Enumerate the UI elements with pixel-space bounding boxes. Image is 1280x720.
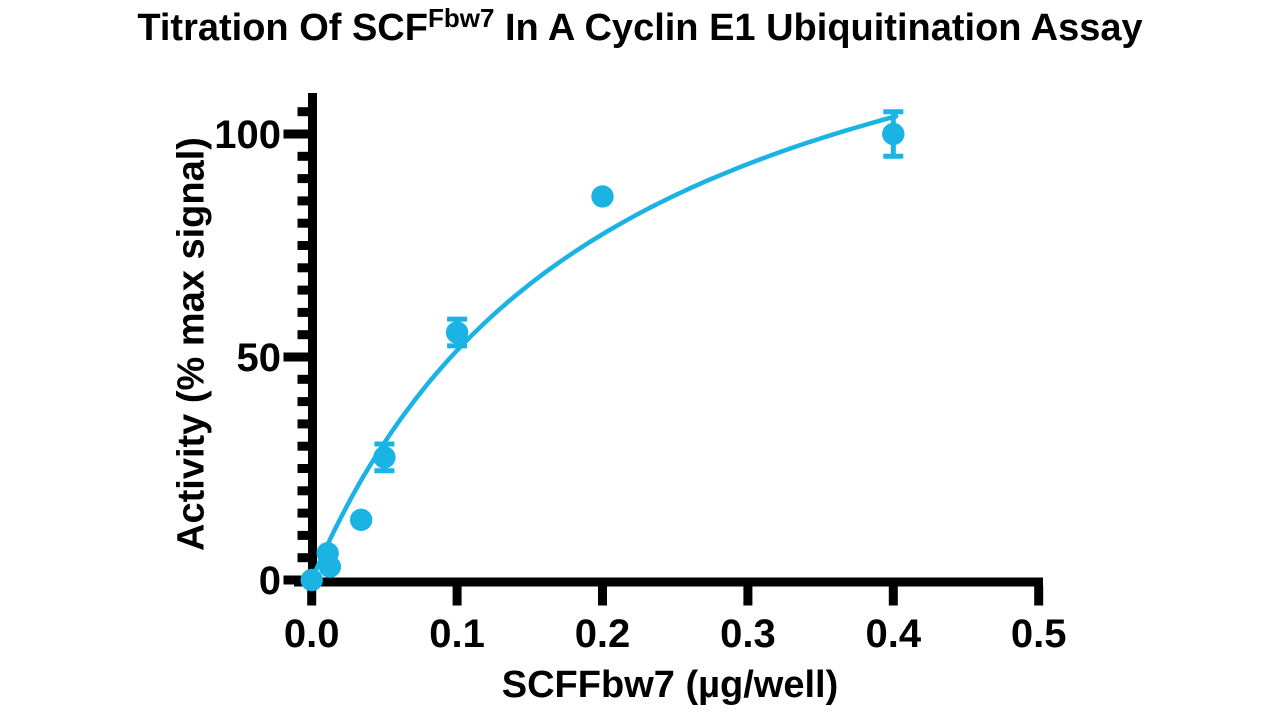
y-minor-tick xyxy=(297,330,311,340)
y-minor-tick xyxy=(297,441,311,451)
x-tick xyxy=(307,586,317,606)
y-minor-tick xyxy=(297,196,311,206)
x-tick-label: 0.5 xyxy=(1011,612,1067,656)
data-point xyxy=(591,185,614,208)
y-major-tick xyxy=(283,352,311,362)
data-point xyxy=(300,568,323,592)
y-minor-tick xyxy=(297,464,311,473)
data-point xyxy=(318,555,342,578)
y-minor-tick xyxy=(297,397,311,407)
data-point xyxy=(882,122,905,146)
y-minor-tick xyxy=(297,374,311,384)
y-minor-tick xyxy=(297,174,311,184)
y-minor-tick xyxy=(297,218,311,228)
chart-title-prefix: Titration Of SCF xyxy=(137,7,428,49)
x-tick xyxy=(452,586,462,606)
x-tick-label: 0.2 xyxy=(575,612,631,656)
y-tick-label: 50 xyxy=(237,336,282,380)
y-minor-tick xyxy=(297,263,311,273)
y-minor-tick xyxy=(297,419,311,429)
x-tick-label: 0.4 xyxy=(865,612,921,656)
x-axis-title: SCFFbw7 (µg/well) xyxy=(501,664,839,706)
data-point xyxy=(373,446,396,469)
x-tick xyxy=(598,586,607,606)
x-axis-line xyxy=(294,577,1043,587)
x-tick-label: 0.0 xyxy=(284,612,340,656)
x-tick xyxy=(743,586,753,606)
y-major-tick xyxy=(283,129,311,139)
y-minor-tick xyxy=(297,107,311,117)
y-minor-tick xyxy=(297,508,311,518)
y-minor-tick xyxy=(297,486,311,496)
y-minor-tick xyxy=(297,151,311,161)
data-point xyxy=(445,321,469,344)
y-minor-tick xyxy=(297,241,311,250)
x-tick xyxy=(1034,586,1044,606)
y-minor-tick xyxy=(297,530,311,540)
y-tick-label: 100 xyxy=(214,113,281,157)
y-tick-label: 0 xyxy=(259,559,281,603)
y-minor-tick xyxy=(297,553,311,563)
x-tick-label: 0.1 xyxy=(429,612,485,656)
y-major-tick xyxy=(283,575,311,585)
chart-title: Titration Of SCFFbw7 In A Cyclin E1 Ubiq… xyxy=(0,3,1280,50)
y-minor-tick xyxy=(297,285,311,295)
chart-title-superscript: Fbw7 xyxy=(427,3,495,33)
x-tick-label: 0.3 xyxy=(720,612,776,656)
fit-curve xyxy=(309,114,899,583)
chart-title-suffix: In A Cyclin E1 Ubiquitination Assay xyxy=(494,7,1143,49)
y-axis-line xyxy=(308,93,317,587)
x-tick xyxy=(888,586,898,606)
y-minor-tick xyxy=(297,307,311,317)
data-point xyxy=(349,508,373,531)
